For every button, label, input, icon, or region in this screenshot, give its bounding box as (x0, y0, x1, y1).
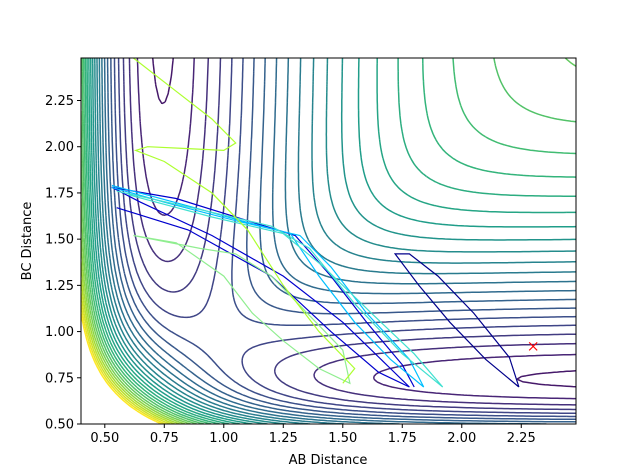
y-tick-label: 1.25 (45, 279, 74, 294)
x-tick-label: 1.50 (328, 431, 357, 446)
x-tick-label: 0.50 (90, 431, 119, 446)
x-tick-label: 1.00 (209, 431, 238, 446)
plot-area (81, 58, 576, 424)
y-tick-label: 0.50 (45, 418, 74, 433)
y-tick-label: 2.25 (45, 94, 74, 109)
trajectory-lines (111, 58, 520, 388)
contour-level-line (81, 292, 171, 424)
trajectory-line (133, 58, 356, 384)
y-tick-label: 1.50 (45, 233, 74, 248)
x-tick-label: 0.75 (150, 431, 179, 446)
trajectory-line (111, 186, 415, 388)
contour-level-line (113, 58, 576, 418)
y-tick-label: 0.75 (45, 371, 74, 386)
contour-level-line (94, 58, 576, 424)
contour-level-line (81, 312, 163, 424)
contour-level-line (81, 303, 167, 424)
trajectory-line (133, 234, 351, 385)
contour-level-line (81, 236, 186, 424)
contour-level-line (98, 58, 576, 424)
x-tick-label: 2.25 (507, 431, 536, 446)
contour-level-line (81, 278, 175, 424)
contour-level-line (88, 58, 576, 424)
x-axis-label: AB Distance (289, 453, 368, 468)
y-axis-label: BC Distance (20, 202, 35, 281)
x-axis-ticks: 0.50 0.75 1.00 1.25 1.50 1.75 2.00 2.25 (90, 424, 536, 446)
x-tick-label: 1.25 (269, 431, 298, 446)
y-tick-label: 1.75 (45, 186, 74, 201)
x-tick-label: 2.00 (447, 431, 476, 446)
y-axis-ticks: 0.50 0.75 1.00 1.25 1.50 1.75 2.00 2.25 (45, 94, 81, 433)
end-marker (528, 341, 538, 351)
contour-level-line (81, 198, 191, 424)
trajectory-line (116, 190, 444, 388)
contour-level-line (110, 58, 576, 421)
trajectory-line (393, 253, 520, 388)
contour-level-line (136, 58, 576, 400)
trajectory-line (111, 184, 425, 388)
contour-level-line (96, 58, 576, 424)
contour-level-line (89, 58, 576, 424)
axes-frame (80, 57, 577, 425)
x-marker (528, 341, 538, 351)
x-tick-label: 1.75 (388, 431, 417, 446)
contour-level-line (86, 58, 576, 424)
y-tick-label: 1.00 (45, 325, 74, 340)
contour-level-line (151, 58, 576, 388)
contour-level-line (81, 261, 180, 424)
contour-level-line (82, 58, 576, 424)
contour-level-line (103, 58, 576, 424)
y-tick-label: 2.00 (45, 140, 74, 155)
contour-level-line (81, 58, 576, 424)
contour-level-line (91, 58, 576, 424)
contour-level-line (84, 58, 576, 424)
